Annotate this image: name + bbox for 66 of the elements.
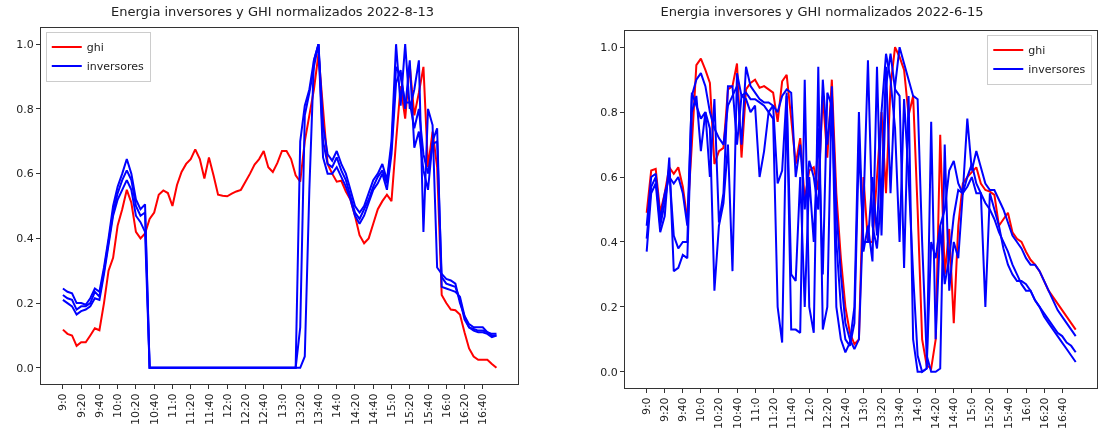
y-tick-label: 0.0 [600, 365, 618, 379]
x-tick-label: 16:40 [476, 393, 490, 426]
chart-title: Energia inversores y GHI normalizados 2022-6-15 [660, 3, 984, 19]
x-tick-label: 13:20 [293, 393, 307, 426]
x-tick-label: 10:0 [694, 397, 708, 423]
x-tick-label: 10:20 [129, 393, 143, 426]
x-tick-label: 9:40 [676, 397, 690, 423]
x-tick-label: 12:0 [802, 397, 816, 423]
legend-label: ghi [86, 41, 104, 55]
y-tick-label: 1.0 [600, 41, 618, 55]
y-tick-label: 0.6 [16, 167, 34, 181]
x-tick-label: 15:0 [965, 397, 979, 423]
x-tick-label: 13:0 [857, 397, 871, 423]
x-tick-label: 12:40 [257, 393, 271, 426]
x-tick-label: 13:40 [312, 393, 326, 426]
x-tick-label: 12:40 [838, 397, 852, 430]
chart-title: Energia inversores y GHI normalizados 2022-8-13 [110, 3, 435, 19]
x-tick-label: 16:0 [1019, 397, 1033, 423]
x-tick-label: 12:20 [239, 393, 253, 426]
x-tick-label: 12:0 [220, 393, 234, 419]
x-tick-label: 9:0 [56, 393, 70, 412]
x-tick-label: 13:20 [875, 397, 889, 430]
y-tick-label: 0.0 [16, 361, 34, 375]
x-tick-label: 9:40 [92, 393, 106, 419]
x-tick-label: 15:40 [421, 393, 435, 426]
y-tick-label: 0.2 [600, 300, 618, 314]
x-tick-label: 13:40 [893, 397, 907, 430]
x-tick-label: 14:0 [330, 393, 344, 419]
x-tick-label: 9:20 [74, 393, 88, 419]
x-tick-label: 16:40 [1055, 397, 1069, 430]
x-tick-label: 11:20 [184, 393, 198, 426]
x-tick-label: 16:20 [1037, 397, 1051, 430]
x-tick-label: 14:40 [366, 393, 380, 426]
legend-label: inversores [1028, 63, 1086, 77]
x-tick-label: 10:0 [111, 393, 125, 419]
y-tick-label: 0.8 [16, 102, 34, 116]
x-tick-label: 10:20 [712, 397, 726, 430]
y-tick-label: 0.4 [16, 232, 34, 246]
x-tick-label: 11:40 [202, 393, 216, 426]
x-tick-label: 9:0 [640, 397, 654, 416]
x-tick-label: 13:0 [275, 393, 289, 419]
x-tick-label: 10:40 [730, 397, 744, 430]
legend-label: inversores [86, 60, 145, 74]
x-tick-label: 15:20 [983, 397, 997, 430]
x-tick-label: 14:0 [911, 397, 925, 423]
x-tick-label: 11:40 [784, 397, 798, 430]
x-tick-label: 15:20 [403, 393, 417, 426]
y-tick-label: 0.4 [600, 235, 618, 249]
x-tick-label: 14:20 [348, 393, 362, 426]
y-tick-label: 1.0 [16, 38, 34, 52]
y-tick-label: 0.6 [600, 170, 618, 184]
x-tick-label: 11:0 [166, 393, 180, 419]
y-tick-label: 0.2 [16, 296, 34, 310]
x-tick-label: 15:0 [385, 393, 399, 419]
x-tick-label: 16:0 [439, 393, 453, 419]
y-tick-label: 0.8 [600, 105, 618, 119]
x-tick-label: 12:20 [820, 397, 834, 430]
x-tick-label: 9:20 [658, 397, 672, 423]
x-tick-label: 10:40 [147, 393, 161, 426]
legend-label: ghi [1028, 44, 1046, 58]
x-tick-label: 11:20 [766, 397, 780, 430]
x-tick-label: 14:40 [947, 397, 961, 430]
x-tick-label: 14:20 [929, 397, 943, 430]
x-tick-label: 16:20 [458, 393, 472, 426]
x-tick-label: 15:40 [1001, 397, 1015, 430]
x-tick-label: 11:0 [748, 397, 762, 423]
